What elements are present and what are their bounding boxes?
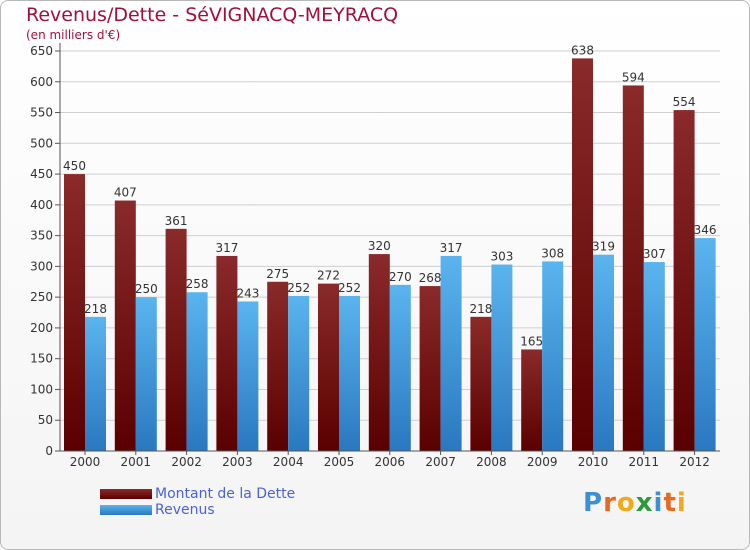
data-label: 317 — [440, 241, 463, 255]
bar-revenue-2004 — [288, 295, 310, 451]
y-tick-label: 300 — [30, 259, 53, 273]
bar-revenue-2011 — [643, 262, 665, 451]
bar-debt-2003 — [216, 255, 238, 451]
bar-debt-2004 — [267, 281, 289, 451]
data-label: 638 — [571, 43, 594, 57]
x-tick-label: 2004 — [273, 455, 304, 469]
x-tick-label: 2009 — [527, 455, 558, 469]
data-label: 218 — [469, 302, 492, 316]
bar-revenue-2008 — [491, 264, 513, 451]
data-label: 272 — [317, 269, 340, 283]
y-tick-label: 50 — [38, 413, 53, 427]
data-label: 258 — [186, 277, 209, 291]
bar-debt-2012 — [673, 110, 695, 452]
data-label: 250 — [135, 282, 158, 296]
data-label: 243 — [236, 286, 259, 300]
data-label: 268 — [419, 271, 442, 285]
bar-revenue-2009 — [542, 261, 564, 451]
logo-letter: x — [635, 488, 654, 518]
bars — [64, 58, 716, 452]
y-tick-label: 150 — [30, 352, 53, 366]
bar-debt-2000 — [64, 174, 85, 452]
legend-label-revenue: Revenus — [155, 502, 215, 518]
bar-debt-2011 — [622, 85, 644, 451]
chart-subtitle: (en milliers d'€) — [26, 28, 121, 42]
data-label: 407 — [114, 186, 137, 200]
legend-swatch-debt — [100, 489, 152, 499]
y-tick-label: 200 — [30, 321, 53, 335]
y-tick-label: 400 — [30, 198, 53, 212]
x-tick-label: 2005 — [324, 455, 355, 469]
bar-revenue-2003 — [237, 301, 259, 451]
x-tick-label: 2000 — [70, 455, 101, 469]
data-label: 307 — [643, 247, 666, 261]
bar-revenue-2000 — [85, 316, 106, 451]
bar-revenue-2010 — [593, 254, 614, 451]
data-label: 320 — [368, 239, 391, 253]
data-label: 450 — [63, 159, 86, 173]
value-labels: 4502184072503612583172432752522722523202… — [63, 43, 717, 348]
logo-letter: i — [653, 488, 664, 518]
x-tick-label: 2006 — [375, 455, 406, 469]
data-label: 218 — [84, 302, 107, 316]
proxiti-logo: Proxiti — [583, 488, 687, 518]
x-tick-label: 2002 — [171, 455, 202, 469]
chart-title: Revenus/Dette - SéVIGNACQ-MEYRACQ — [26, 4, 399, 26]
legend-label-debt: Montant de la Dette — [155, 486, 296, 502]
bar-revenue-2005 — [339, 295, 360, 451]
y-tick-label: 550 — [30, 106, 53, 120]
bar-debt-2007 — [419, 286, 441, 451]
bar-revenue-2002 — [186, 292, 208, 451]
data-label: 252 — [338, 281, 361, 295]
logo-letter: o — [616, 488, 636, 518]
data-label: 554 — [673, 95, 696, 109]
bar-revenue-2012 — [694, 238, 716, 451]
y-tick-label: 500 — [30, 136, 53, 150]
x-tick-label: 2001 — [121, 455, 152, 469]
data-label: 275 — [266, 267, 289, 281]
x-tick-label: 2012 — [679, 455, 710, 469]
bar-debt-2001 — [114, 200, 136, 451]
y-tick-label: 250 — [30, 290, 53, 304]
logo-letter: P — [583, 488, 604, 518]
bar-debt-2008 — [470, 316, 492, 451]
bar-debt-2002 — [165, 228, 187, 451]
bar-revenue-2001 — [135, 297, 157, 451]
x-tick-label: 2010 — [578, 455, 609, 469]
logo-letter: t — [663, 488, 677, 518]
y-tick-label: 0 — [45, 444, 53, 458]
data-label: 361 — [165, 214, 188, 228]
bar-debt-2010 — [572, 58, 593, 452]
x-tick-label: 2011 — [629, 455, 660, 469]
data-label: 594 — [622, 70, 645, 84]
legend-swatch-revenue — [100, 505, 152, 515]
data-label: 346 — [694, 223, 717, 237]
data-label: 317 — [215, 241, 238, 255]
bar-debt-2005 — [318, 283, 339, 451]
y-tick-label: 350 — [30, 229, 53, 243]
data-label: 303 — [490, 250, 513, 264]
logo-letter: r — [603, 488, 617, 518]
x-tick-label: 2007 — [425, 455, 456, 469]
y-tick-label: 100 — [30, 382, 53, 396]
bar-chart: 4502184072503612583172432752522722523202… — [30, 43, 720, 469]
axes: 0 50 100 150 200 250 300 350 400 450 500 550 600 650 2… — [30, 43, 720, 469]
bar-debt-2009 — [521, 349, 543, 451]
data-label: 252 — [287, 281, 310, 295]
x-tick-label: 2008 — [476, 455, 507, 469]
x-tick-label: 2003 — [222, 455, 253, 469]
bar-revenue-2007 — [440, 255, 462, 451]
data-label: 165 — [520, 334, 543, 348]
data-label: 319 — [592, 240, 615, 254]
y-tick-label: 450 — [30, 167, 53, 181]
y-tick-label: 600 — [30, 75, 53, 89]
bar-debt-2006 — [368, 254, 390, 451]
data-label: 308 — [541, 246, 564, 260]
bar-revenue-2006 — [389, 284, 411, 451]
data-label: 270 — [389, 270, 412, 284]
logo-letter: i — [676, 488, 687, 518]
y-tick-label: 650 — [30, 44, 53, 58]
